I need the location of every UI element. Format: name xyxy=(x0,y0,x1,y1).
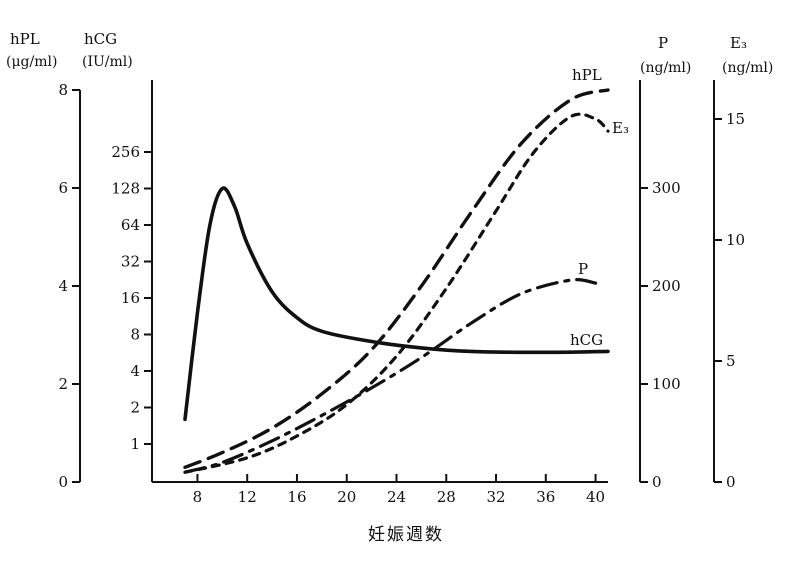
hcg-tick-label: 2 xyxy=(130,399,140,417)
x-tick-label: 32 xyxy=(486,488,505,506)
hcg-tick-label: 128 xyxy=(111,180,140,198)
e3-series-label: E₃ xyxy=(612,119,629,137)
hpl-tick-label: 4 xyxy=(58,277,68,295)
p-series-line xyxy=(183,278,598,474)
hpl-tick-label: 8 xyxy=(58,81,68,99)
p-axis-unit: (ng/ml) xyxy=(640,60,691,76)
hcg-tick-label: 4 xyxy=(130,362,140,380)
hpl-tick-label: 0 xyxy=(58,473,68,491)
hcg-tick-label: 1 xyxy=(130,435,140,453)
p-axis-title: P xyxy=(658,34,668,52)
e3-axis-unit: (ng/ml) xyxy=(722,60,773,76)
p-tick-label: 200 xyxy=(652,277,681,295)
hcg-tick-label: 8 xyxy=(130,326,140,344)
x-tick-label: 12 xyxy=(238,488,257,506)
hpl-series-line xyxy=(183,88,610,469)
e3-tick-label: 15 xyxy=(726,110,745,128)
hcg-tick-label: 16 xyxy=(121,289,140,307)
x-axis-label: 妊娠週数 xyxy=(368,525,444,545)
hcg-series-label: hCG xyxy=(570,331,603,349)
x-tick-label: 24 xyxy=(387,488,406,506)
x-tick-label: 20 xyxy=(337,488,356,506)
hcg-ticks: 1 2 4 8 16 32 64 128 256 xyxy=(111,143,152,453)
hcg-tick-label: 32 xyxy=(121,253,140,271)
hpl-ticks: 0 2 4 6 8 xyxy=(58,81,80,491)
series-lines xyxy=(183,88,610,474)
hcg-series-line xyxy=(183,186,610,422)
hpl-series-label: hPL xyxy=(572,66,602,84)
x-tick-label: 36 xyxy=(536,488,555,506)
x-ticks: 8 12 16 20 24 28 32 36 40 xyxy=(193,474,605,506)
x-tick-label: 40 xyxy=(586,488,605,506)
hpl-axis-title: hPL xyxy=(10,30,40,48)
x-tick-label: 16 xyxy=(287,488,306,506)
p-series-label: P xyxy=(578,260,588,278)
p-ticks: 0 100 200 300 xyxy=(640,179,681,491)
e3-axis-title: E₃ xyxy=(730,34,747,52)
hcg-axis-title: hCG xyxy=(84,30,117,48)
hcg-tick-label: 256 xyxy=(111,143,140,161)
e3-tick-label: 10 xyxy=(726,231,745,249)
e3-ticks: 0 5 10 15 xyxy=(714,110,745,491)
e3-series-line xyxy=(183,112,610,474)
hcg-tick-label: 64 xyxy=(121,216,140,234)
hcg-axis-unit: (IU/ml) xyxy=(82,54,133,70)
hpl-tick-label: 2 xyxy=(58,375,68,393)
e3-tick-label: 5 xyxy=(726,352,736,370)
x-tick-label: 8 xyxy=(193,488,203,506)
p-tick-label: 100 xyxy=(652,375,681,393)
hpl-tick-label: 6 xyxy=(58,179,68,197)
e3-tick-label: 0 xyxy=(726,473,736,491)
x-tick-label: 28 xyxy=(437,488,456,506)
p-tick-label: 300 xyxy=(652,179,681,197)
p-tick-label: 0 xyxy=(652,473,662,491)
hpl-axis-unit: (μg/ml) xyxy=(6,54,57,70)
